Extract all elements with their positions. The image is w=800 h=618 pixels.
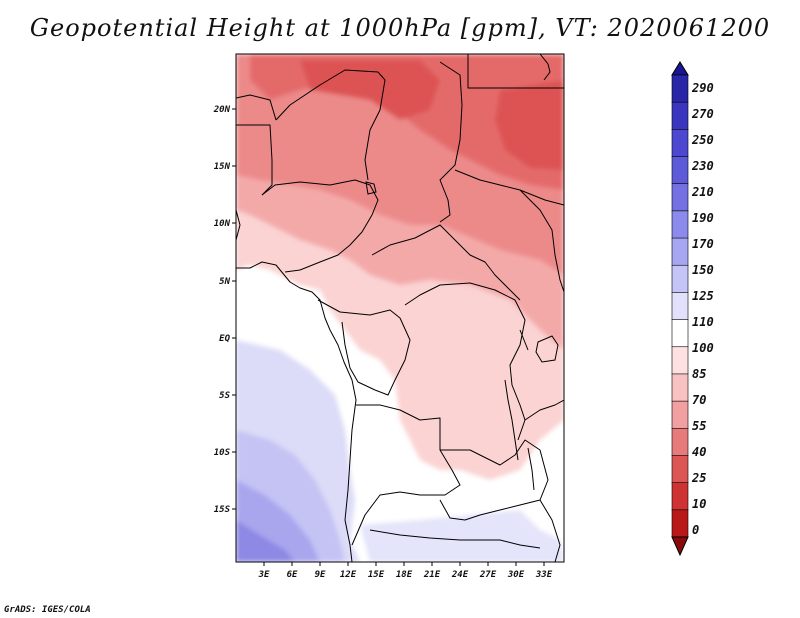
- lake-chad: [365, 181, 377, 195]
- colorbar-label-210: 210: [691, 185, 714, 199]
- border-cameroon-gabon: [317, 299, 411, 396]
- lon-label-21e: 21E: [423, 570, 441, 580]
- latitude-axis: 20N 15N 10N 5N EQ 5S 10S 15S: [213, 105, 236, 515]
- lat-label-5n: 5N: [219, 277, 230, 287]
- lat-label-eq: EQ: [219, 334, 230, 344]
- border-niger-chad: [275, 69, 386, 181]
- red-sea-coast: [539, 54, 551, 81]
- colorbar-segment: [671, 292, 689, 321]
- coastline-bight: [236, 209, 241, 241]
- colorbar-segment: [671, 455, 689, 484]
- border-namibia-botswana: [369, 529, 541, 549]
- lat-label-15n: 15N: [214, 162, 231, 172]
- lat-label-10n: 10N: [214, 219, 231, 229]
- lon-label-12e: 12E: [340, 570, 357, 580]
- colorbar-label-250: 250: [691, 133, 714, 147]
- lake-tanganyika: [504, 379, 519, 461]
- colorbar: 290 270 250 230 210 190 170 150 125 110 …: [671, 61, 714, 557]
- border-angola: [351, 404, 461, 546]
- lon-label-6e: 6E: [287, 570, 298, 580]
- colorbar-segment: [671, 346, 689, 375]
- field-shade-south-land: [360, 510, 564, 562]
- colorbar-label-270: 270: [691, 107, 714, 121]
- credit-label: GrADS: IGES/COLA: [4, 605, 91, 615]
- colorbar-segment: [671, 156, 689, 185]
- field-shade-east-coast: [535, 430, 564, 520]
- border-ethiopia: [519, 189, 564, 293]
- lakes: [365, 54, 559, 491]
- colorbar-label-125: 125: [692, 289, 714, 303]
- colorbar-segment: [671, 101, 689, 130]
- lat-label-10s: 10S: [214, 448, 231, 458]
- colorbar-label-230: 230: [691, 159, 714, 173]
- colorbar-segment: [671, 210, 689, 239]
- colorbar-label-290: 290: [691, 81, 714, 95]
- colorbar-label-10: 10: [692, 497, 706, 511]
- colorbar-top-arrow: [671, 61, 689, 76]
- colorbar-segment: [671, 482, 689, 511]
- field-shade-170: [236, 520, 295, 562]
- colorbar-label-170: 170: [692, 237, 714, 251]
- colorbar-segment: [671, 427, 689, 457]
- lon-label-27e: 27E: [479, 570, 497, 580]
- country-borders: [236, 54, 564, 562]
- colorbar-segment: [671, 509, 689, 538]
- border-egypt-libya: [467, 54, 564, 89]
- lat-label-15s: 15S: [214, 505, 231, 515]
- lake-albert: [519, 329, 529, 351]
- colorbar-segment: [671, 74, 689, 103]
- field-shade-25b: [495, 80, 564, 170]
- lon-label-9e: 9E: [315, 570, 326, 580]
- border-north-west: [236, 124, 273, 196]
- lat-label-5s: 5S: [219, 391, 230, 401]
- border-mozambique: [539, 499, 561, 562]
- colorbar-segment: [671, 237, 689, 266]
- coastline-west-africa: [236, 261, 357, 562]
- colorbar-segment: [671, 183, 689, 212]
- colorbar-segment: [671, 129, 689, 158]
- colorbar-segment: [671, 264, 689, 294]
- colorbar-segments: [671, 74, 689, 538]
- colorbar-label-0: 0: [692, 523, 699, 537]
- colorbar-segment: [671, 319, 689, 348]
- longitude-axis: 3E 6E 9E 12E 15E 18E 21E 24E 27E 30E 33E: [258, 562, 553, 580]
- lon-label-3e: 3E: [258, 570, 270, 580]
- border-tanzania: [524, 399, 564, 421]
- colorbar-label-85: 85: [692, 367, 706, 381]
- colorbar-bottom-arrow: [671, 536, 689, 557]
- colorbar-segment: [671, 400, 689, 429]
- border-sudan-ssudan: [454, 169, 564, 206]
- map-title: Geopotential Height at 1000hPa [gpm], VT…: [29, 14, 771, 42]
- colorbar-label-100: 100: [692, 341, 714, 355]
- colorbar-label-70: 70: [692, 393, 706, 407]
- border-congo-drc: [404, 282, 526, 441]
- colorbar-label-190: 190: [692, 211, 714, 225]
- field-shade-25a: [300, 60, 440, 120]
- border-car: [371, 224, 521, 301]
- lon-label-33e: 33E: [535, 570, 553, 580]
- lake-malawi: [527, 447, 535, 491]
- colorbar-label-40: 40: [692, 445, 706, 459]
- colorbar-label-55: 55: [692, 419, 706, 433]
- lon-label-24e: 24E: [451, 570, 469, 580]
- colorbar-label-25: 25: [691, 471, 706, 485]
- colorbar-label-110: 110: [692, 315, 714, 329]
- border-zambia: [439, 439, 549, 521]
- field-shade-congo: [392, 290, 530, 440]
- colorbar-label-150: 150: [692, 263, 714, 277]
- lon-label-15e: 15E: [368, 570, 385, 580]
- lake-victoria: [535, 335, 559, 363]
- border-chad-sudan: [439, 61, 463, 223]
- map-panel: [236, 54, 564, 562]
- border-nigeria: [261, 179, 379, 273]
- map-frame: [235, 53, 565, 563]
- lon-label-30e: 30E: [507, 570, 525, 580]
- lat-label-20n: 20N: [213, 105, 231, 115]
- lon-label-18e: 18E: [396, 570, 413, 580]
- colorbar-segment: [671, 373, 689, 402]
- border-mali-niger: [236, 94, 277, 121]
